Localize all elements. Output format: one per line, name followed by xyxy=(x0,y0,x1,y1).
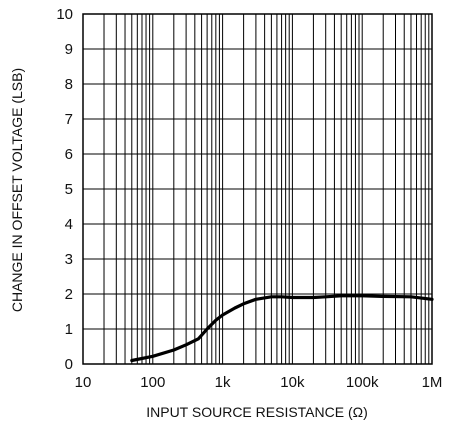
series-line xyxy=(130,294,434,363)
y-tick-label: 0 xyxy=(65,356,73,373)
y-tick-label: 5 xyxy=(65,181,73,198)
y-tick-label: 10 xyxy=(56,6,73,23)
y-tick-label: 9 xyxy=(65,41,73,58)
x-tick-label: 1k xyxy=(215,374,231,391)
y-tick-label: 2 xyxy=(65,286,73,303)
y-tick-label: 7 xyxy=(65,111,73,128)
y-tick-label: 4 xyxy=(65,216,73,233)
plot-frame xyxy=(82,13,433,365)
y-tick-label: 6 xyxy=(65,146,73,163)
grid-layer xyxy=(83,14,432,364)
x-tick-label: 1M xyxy=(422,374,443,391)
x-axis-label: INPUT SOURCE RESISTANCE (Ω) xyxy=(146,404,368,420)
y-axis-label: CHANGE IN OFFSET VOLTAGE (LSB) xyxy=(9,68,25,312)
tick-label-layer: 10 100 1k 10k 100k 1M 0 1 2 3 4 5 6 7 8 9 10 xyxy=(56,6,442,391)
y-tick-label: 3 xyxy=(65,251,73,268)
x-tick-label: 100k xyxy=(346,374,379,391)
y-tick-label: 1 xyxy=(65,321,73,338)
x-tick-label: 100 xyxy=(140,374,165,391)
x-tick-label: 10 xyxy=(75,374,92,391)
series-layer xyxy=(130,294,434,363)
y-tick-label: 8 xyxy=(65,76,73,93)
x-tick-label: 10k xyxy=(280,374,305,391)
